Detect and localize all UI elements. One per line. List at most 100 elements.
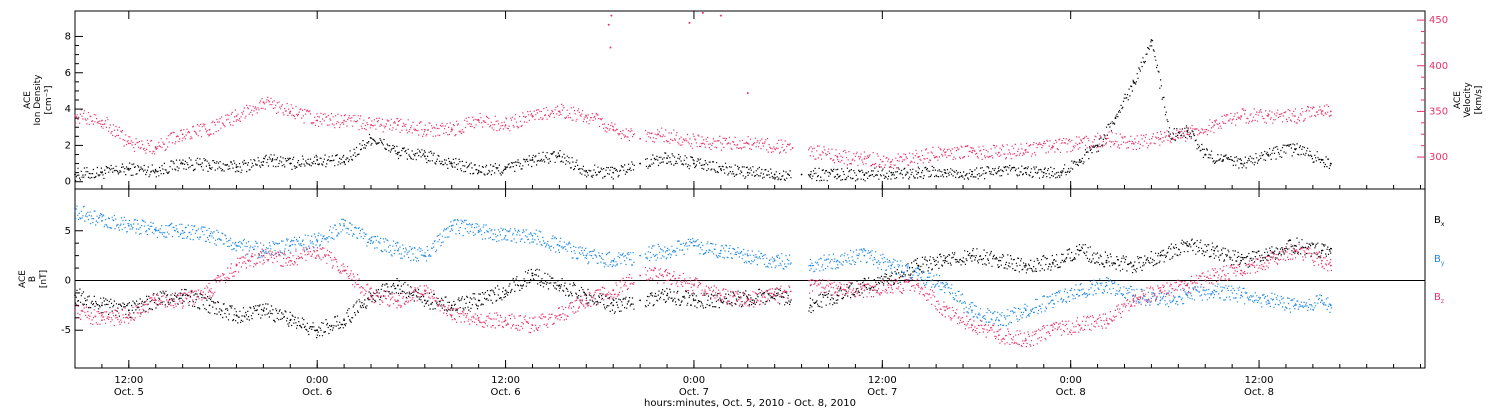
bottom-data-point — [917, 274, 920, 277]
bottom-data-point — [208, 234, 211, 237]
bottom-series-Bz — [74, 243, 1332, 348]
top-data-point — [1051, 145, 1054, 147]
top-data-point — [343, 160, 346, 163]
bottom-data-point — [316, 249, 319, 252]
bottom-data-point — [531, 274, 534, 277]
bottom-data-point — [666, 249, 668, 252]
top-right-axis-title-line-1: ACE — [1453, 91, 1463, 109]
top-data-point — [585, 169, 588, 172]
bottom-data-point — [370, 239, 372, 242]
y-tick-label: 8 — [65, 31, 71, 42]
bottom-data-point — [1078, 324, 1081, 327]
top-data-point — [127, 168, 130, 170]
top-left-axis-title-line-2: Ion Density — [33, 74, 43, 126]
bottom-data-point — [343, 224, 346, 227]
bottom-data-point — [612, 289, 615, 292]
bottom-data-point — [1105, 259, 1108, 262]
bottom-data-point — [289, 244, 292, 247]
top-data-point — [719, 168, 722, 170]
bottom-data-point — [863, 284, 866, 287]
top-data-point — [1132, 142, 1135, 145]
bottom-data-point — [1320, 249, 1323, 252]
y-tick-label: 5 — [65, 226, 71, 237]
top-data-point — [1240, 115, 1243, 117]
legend-by: By — [1434, 254, 1445, 267]
bottom-data-point — [1186, 294, 1189, 297]
bottom-series-dots-Bx — [75, 237, 1332, 339]
bottom-data-point — [639, 274, 642, 277]
top-data-point — [397, 124, 399, 127]
top-data-point — [1078, 159, 1081, 161]
bottom-data-point — [1329, 247, 1332, 250]
bottom-data-point — [1051, 261, 1054, 264]
bottom-data-point — [1051, 299, 1054, 302]
top-data-point — [1267, 115, 1269, 117]
bottom-data-point — [666, 294, 668, 297]
top-data-point — [585, 115, 588, 117]
y-tick-label: 2 — [65, 140, 71, 151]
x-tick-time: 12:00 — [1245, 375, 1274, 386]
top-data-point — [639, 162, 642, 165]
x-tick-day: Oct. 5 — [114, 387, 144, 398]
top-data-point — [262, 160, 265, 163]
bottom-data-point — [423, 299, 426, 302]
bottom-data-point — [836, 287, 839, 290]
top-data-point — [181, 133, 184, 136]
bottom-data-point — [316, 329, 319, 332]
bottom-data-point — [836, 259, 839, 262]
top-data-point — [74, 115, 76, 117]
top-data-point — [1114, 117, 1117, 120]
bottom-data-point — [397, 299, 399, 302]
bottom-data-point — [585, 254, 588, 257]
y-tick-label: 300 — [1429, 152, 1448, 163]
top-data-point — [836, 173, 839, 176]
bottom-data-point — [558, 284, 561, 287]
y-tick-label: -5 — [61, 325, 71, 336]
top-data-point — [863, 173, 866, 176]
top-data-point — [504, 168, 507, 170]
bottom-data-point — [639, 254, 642, 257]
bottom-data-point — [558, 244, 561, 247]
y-tick-label: 450 — [1429, 15, 1448, 26]
top-data-point — [1060, 171, 1063, 174]
bottom-data-point — [944, 284, 946, 287]
bottom-data-point — [1159, 289, 1162, 292]
bottom-data-point — [585, 299, 588, 302]
bottom-data-point — [773, 294, 776, 297]
bottom-data-point — [74, 309, 76, 312]
legend-bx: Bx — [1434, 215, 1445, 228]
x-tick-time: 12:00 — [868, 375, 897, 386]
top-data-point — [370, 124, 372, 127]
top-data-point — [1240, 162, 1243, 165]
bottom-data-point — [719, 294, 722, 297]
bottom-data-point — [1078, 249, 1081, 252]
top-data-point — [208, 164, 211, 167]
bottom-data-point — [1078, 289, 1081, 292]
bottom-data-point — [863, 254, 866, 257]
x-tick-day: Oct. 6 — [302, 387, 332, 398]
x-tick-time: 0:00 — [1059, 375, 1081, 386]
top-data-point — [800, 173, 803, 176]
top-data-point — [791, 147, 794, 149]
top-data-point — [1159, 137, 1162, 140]
bottom-left-axis-title-line-3: [nT] — [39, 270, 49, 288]
bottom-data-point — [262, 249, 265, 252]
top-data-point — [639, 137, 642, 140]
bottom-data-point — [809, 264, 812, 267]
bottom-data-point — [477, 319, 480, 322]
top-data-point — [208, 128, 211, 131]
bottom-data-point — [1329, 304, 1332, 307]
top-data-point — [612, 128, 615, 131]
bottom-data-point — [397, 284, 399, 287]
top-data-point — [181, 162, 184, 165]
legend-bz: Bz — [1434, 292, 1444, 305]
x-tick-day: Oct. 8 — [1244, 387, 1274, 398]
bottom-data-point — [1267, 259, 1269, 262]
bottom-data-point — [917, 284, 920, 287]
bottom-data-point — [612, 304, 615, 307]
bottom-data-point — [1320, 259, 1323, 262]
bottom-data-point — [531, 234, 534, 237]
bottom-data-point — [74, 209, 76, 212]
